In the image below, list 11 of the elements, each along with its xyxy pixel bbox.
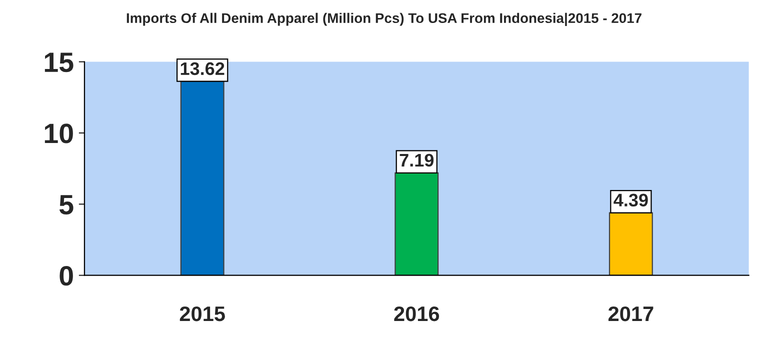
chart-title: Imports Of All Denim Apparel (Million Pcs) To USA From Indonesia|2015 - 2017 xyxy=(126,12,642,26)
data-label: 7.19 xyxy=(400,154,434,167)
y-tick-label: 5 xyxy=(59,195,74,214)
x-tick-label: 2017 xyxy=(608,306,654,322)
x-tick-label: 2016 xyxy=(394,306,440,322)
y-tick-label: 10 xyxy=(44,124,73,144)
data-label: 13.62 xyxy=(180,62,224,76)
x-tick-label: 2015 xyxy=(180,306,225,322)
y-tick-label: 0 xyxy=(60,266,73,286)
y-tick-label: 15 xyxy=(44,52,74,72)
data-label: 4.39 xyxy=(614,194,648,207)
